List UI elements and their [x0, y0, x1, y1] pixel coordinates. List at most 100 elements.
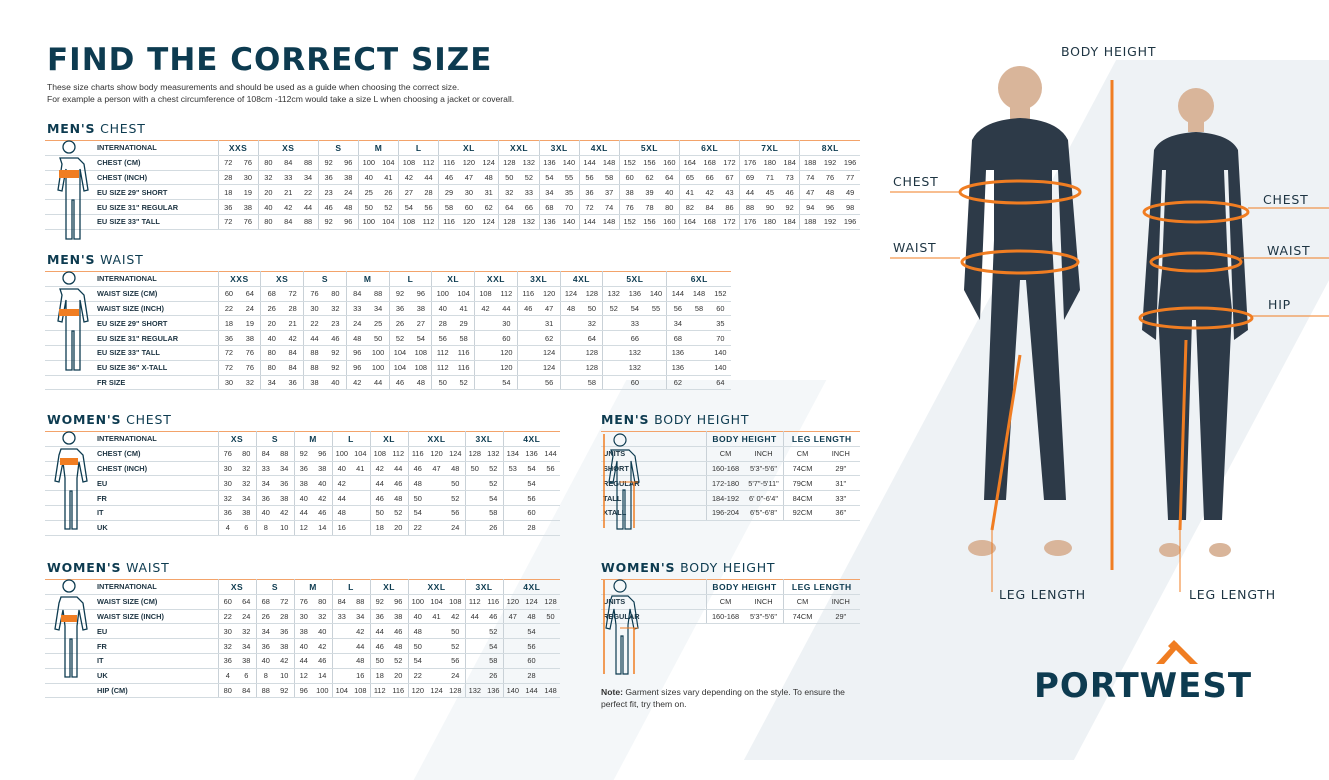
- table-cell: 72: [578, 199, 600, 215]
- table-cell: [464, 520, 485, 536]
- men-waist-title: MEN'S WAIST: [47, 252, 144, 267]
- table-cell: 34: [237, 638, 256, 654]
- row-label: TALL: [601, 490, 706, 506]
- table-cell: 36": [821, 505, 861, 521]
- table-cell: 54: [624, 301, 646, 317]
- table-cell: 58: [484, 505, 504, 521]
- table-cell: 136: [522, 446, 542, 462]
- table-cell: 96: [389, 594, 409, 610]
- row-label: XTALL: [601, 505, 706, 521]
- table-cell: 74: [599, 199, 620, 215]
- women-chest-title: WOMEN'S CHEST: [47, 412, 172, 427]
- table-cell: 16: [331, 520, 352, 536]
- table-cell: 66: [519, 199, 540, 215]
- table-cell: 148: [688, 286, 710, 302]
- table-cell: 41: [427, 609, 447, 625]
- table-cell: 40: [407, 609, 428, 625]
- women-chest-table: INTERNATIONAL XS S M L XL XXL 3XL 4XL CHEST (CM) 7…: [45, 431, 561, 536]
- table-cell: 54: [495, 375, 518, 391]
- table-cell: 76: [293, 594, 314, 610]
- table-cell: 108: [410, 345, 432, 361]
- table-cell: 164: [679, 214, 700, 230]
- table-cell: 96: [313, 446, 333, 462]
- table-cell: 152: [618, 155, 640, 171]
- table-cell: CM: [705, 446, 745, 462]
- size-group-header: LEG LENGTH: [782, 579, 861, 595]
- size-header-row: INTERNATIONAL XS S M L XL XXL 3XL 4XL: [45, 431, 561, 447]
- size-group-header: 4XL: [559, 271, 603, 287]
- table-cell: 88: [298, 214, 319, 230]
- row-label: FR: [45, 490, 218, 506]
- table-cell: 56: [431, 330, 454, 346]
- table-row: XTALL 196-204 6'5"-6'8" 92CM 36": [601, 505, 861, 521]
- male-model: [964, 66, 1080, 556]
- note-text: Note: Garment sizes vary depending on th…: [601, 687, 845, 709]
- table-cell: 100: [367, 345, 390, 361]
- table-cell: 68: [666, 330, 689, 346]
- table-cell: 148: [599, 155, 620, 171]
- table-cell: [464, 623, 485, 640]
- table-cell: 36: [255, 638, 275, 654]
- table-cell: 32: [498, 184, 520, 201]
- table-cell: 44: [367, 375, 390, 391]
- page-title: FIND THE CORRECT SIZE: [47, 42, 493, 78]
- table-cell: 188: [799, 155, 820, 171]
- table-cell: 46: [313, 505, 333, 521]
- table-cell: 34: [255, 475, 275, 492]
- table-cell: 47: [799, 184, 820, 201]
- table-cell: 88: [367, 286, 390, 302]
- size-group-header: XXS: [217, 140, 259, 156]
- table-cell: 36: [388, 301, 411, 317]
- table-cell: 48: [338, 199, 359, 215]
- table-cell: 72: [275, 594, 295, 610]
- size-group-header: 6XL: [666, 271, 732, 287]
- table-cell: 160: [659, 214, 680, 230]
- table-cell: 124: [538, 360, 561, 376]
- table-cell: 44: [464, 609, 485, 625]
- table-cell: [541, 638, 561, 654]
- size-group-header: 3XL: [516, 271, 561, 287]
- table-cell: 100: [367, 360, 390, 376]
- table-cell: 33: [345, 301, 368, 317]
- women-waist-title: WOMEN'S WAIST: [47, 560, 170, 575]
- table-cell: 108: [369, 446, 390, 462]
- table-cell: CM: [705, 594, 745, 610]
- table-cell: 34: [237, 490, 256, 506]
- table-cell: 40: [313, 475, 333, 492]
- table-row: UNITS CM INCH CM INCH: [601, 594, 861, 610]
- table-cell: 6: [237, 520, 256, 536]
- table-cell: 24: [338, 184, 359, 201]
- table-cell: 92CM: [782, 505, 822, 521]
- table-cell: 86: [719, 199, 740, 215]
- table-cell: 46: [324, 330, 347, 346]
- table-cell: 46: [407, 461, 428, 477]
- intro-text: These size charts show body measurements…: [47, 82, 515, 104]
- table-row: EU SIZE 33" TALL 72 76 80 84 88 92 96 100 104 108 1…: [45, 214, 861, 230]
- table-cell: 47: [427, 461, 447, 477]
- table-cell: 132: [484, 446, 504, 462]
- table-cell: 26: [484, 520, 504, 536]
- table-cell: 60: [522, 653, 542, 669]
- body-measurement-diagram: [890, 66, 1329, 592]
- table-cell: 40: [255, 653, 275, 669]
- table-cell: 140: [645, 286, 667, 302]
- table-cell: 98: [840, 199, 861, 215]
- table-row: FR 32 34 36 38 40 42 44 46 48 50 52 54 56: [45, 638, 561, 654]
- table-cell: 116: [438, 155, 459, 171]
- table-cell: 84: [237, 683, 256, 699]
- table-cell: 136: [624, 286, 646, 302]
- women-waist-table: INTERNATIONAL XS S M L XL XXL 3XL 4XL WAIST SIZE …: [45, 579, 561, 699]
- row-label: FR: [45, 638, 218, 654]
- table-cell: 19: [238, 184, 259, 201]
- table-cell: 88: [298, 155, 319, 171]
- table-cell: 80: [324, 286, 347, 302]
- table-cell: 34: [351, 609, 371, 625]
- table-cell: 72: [217, 214, 239, 230]
- table-cell: 160: [659, 155, 680, 171]
- table-cell: 76: [819, 170, 841, 186]
- size-group-header: XS: [260, 271, 304, 287]
- size-group-header: XS: [257, 140, 319, 156]
- table-cell: 44: [389, 461, 409, 477]
- table-row: EU SIZE 29" SHORT 18 19 20 21 22 23 24 25 26 27 28 2…: [45, 184, 861, 201]
- table-cell: 30: [495, 315, 518, 332]
